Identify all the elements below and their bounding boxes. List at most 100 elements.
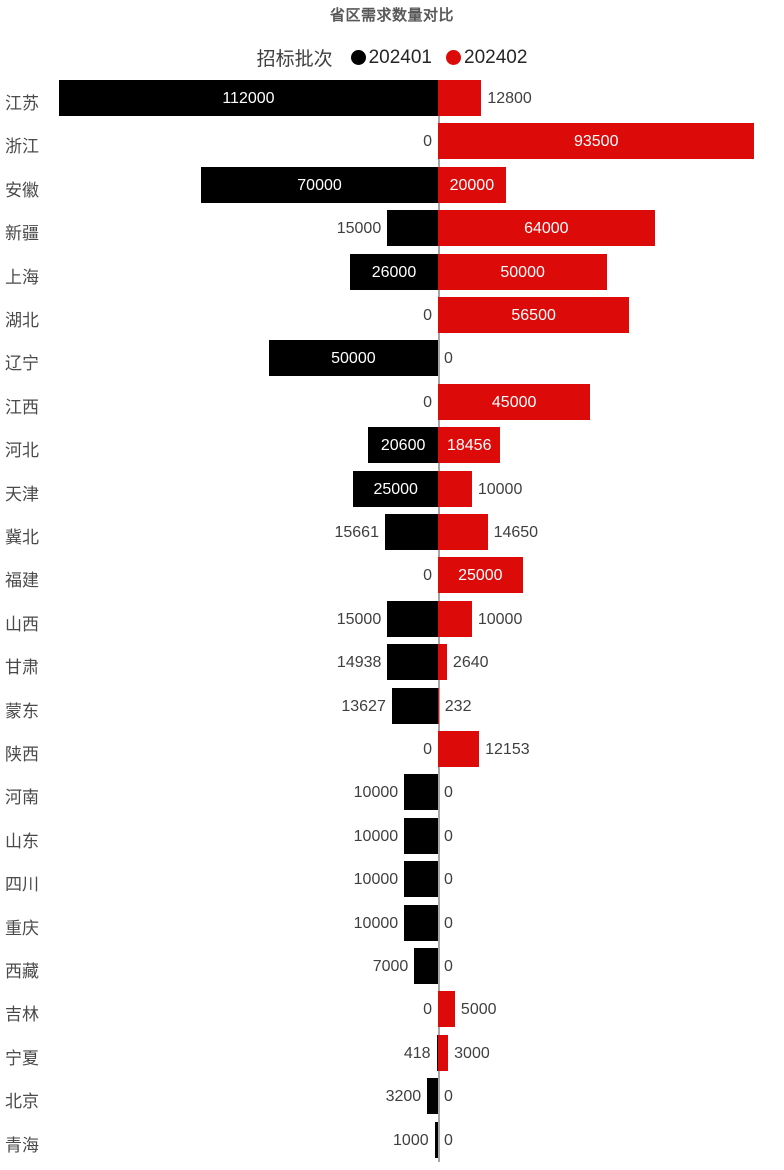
legend-item-202402[interactable]: 202402 <box>446 47 527 69</box>
bar-value-202401: 0 <box>423 133 432 151</box>
bar-value-202402: 25000 <box>458 567 503 585</box>
bar-202402[interactable] <box>438 731 480 767</box>
bar-202402[interactable] <box>438 427 501 464</box>
bar-value-202402: 18456 <box>446 437 492 455</box>
bar-202401[interactable] <box>436 1034 438 1071</box>
row-category-label: 蒙东 <box>5 701 39 721</box>
chart-row: 山东 10000 0 <box>0 817 784 861</box>
bar-202402[interactable] <box>438 470 472 507</box>
row-category-label: 北京 <box>5 1092 39 1112</box>
bar-202402[interactable] <box>438 383 591 420</box>
bar-value-202402: 232 <box>444 697 472 715</box>
bar-value-202402: 0 <box>444 914 453 932</box>
bar-value-202402: 93500 <box>573 133 619 151</box>
bar-202401[interactable] <box>404 904 438 941</box>
bar-value-202402: 45000 <box>491 393 537 411</box>
legend-item-label: 202401 <box>368 46 432 68</box>
bar-value-202402: 50000 <box>500 263 545 281</box>
bar-value-202401: 20600 <box>380 437 426 455</box>
chart-plot-area: 江苏 112000 12800 浙江 0 93500 安徽 70000 20000 新疆 15000… <box>0 80 784 1162</box>
row-category-label: 陕西 <box>5 745 39 764</box>
bar-202402[interactable] <box>438 123 755 160</box>
bar-value-202401: 26000 <box>371 263 417 281</box>
bar-202402[interactable] <box>438 1034 449 1071</box>
bar-value-202401: 10000 <box>353 827 399 845</box>
bar-202402[interactable] <box>438 644 447 681</box>
bar-202401[interactable] <box>268 340 438 377</box>
row-category-label: 重庆 <box>5 918 39 938</box>
bar-202401[interactable] <box>414 948 438 984</box>
bar-202401[interactable] <box>404 774 438 811</box>
chart-row: 西藏 7000 0 <box>0 948 784 991</box>
bar-202402[interactable] <box>438 991 455 1028</box>
bar-value-202401: 0 <box>423 567 432 585</box>
bar-value-202402: 20000 <box>449 176 495 194</box>
bar-value-202402: 56500 <box>511 307 556 324</box>
bar-value-202402: 0 <box>444 350 453 368</box>
bar-202401[interactable] <box>349 253 438 290</box>
row-category-label: 四川 <box>5 875 39 895</box>
row-category-label: 天津 <box>5 484 39 504</box>
legend-title: 招标批次 <box>256 49 333 70</box>
bar-value-202401: 7000 <box>372 958 409 975</box>
bar-202401[interactable] <box>368 427 438 464</box>
bar-value-202401: 112000 <box>222 90 275 107</box>
bar-202402[interactable] <box>438 687 439 724</box>
row-category-label: 河南 <box>5 788 39 808</box>
bar-202401[interactable] <box>387 644 438 681</box>
bar-value-202402: 5000 <box>460 1001 497 1019</box>
row-category-label: 湖北 <box>5 311 39 330</box>
bar-value-202402: 14650 <box>493 524 539 541</box>
row-category-label: 福建 <box>5 571 39 591</box>
bar-202401[interactable] <box>387 600 438 637</box>
row-category-label: 新疆 <box>5 224 39 244</box>
chart-legend: 招标批次 202401 202402 <box>0 44 784 71</box>
row-category-label: 吉林 <box>5 1005 39 1025</box>
bar-202402[interactable] <box>438 80 482 116</box>
row-category-label: 青海 <box>5 1135 39 1155</box>
row-category-label: 冀北 <box>5 528 39 547</box>
bar-202402[interactable] <box>438 210 655 247</box>
bar-202402[interactable] <box>438 166 506 203</box>
bar-202402[interactable] <box>438 514 488 550</box>
row-category-label: 上海 <box>5 267 39 287</box>
row-category-label: 浙江 <box>5 137 39 157</box>
bar-value-202402: 64000 <box>524 220 569 238</box>
chart-row: 辽宁 50000 0 <box>0 340 784 383</box>
bar-value-202401: 14938 <box>336 654 382 672</box>
bar-202401[interactable] <box>387 210 438 247</box>
chart-row: 蒙东 13627 232 <box>0 687 784 731</box>
bar-202402[interactable] <box>438 297 630 333</box>
bar-value-202401: 418 <box>403 1044 431 1062</box>
chart-row: 青海 1000 0 <box>0 1121 784 1165</box>
bar-value-202401: 1000 <box>393 1131 429 1149</box>
bar-value-202401: 10000 <box>353 914 399 932</box>
bar-202401[interactable] <box>353 470 438 507</box>
bar-202401[interactable] <box>404 861 438 898</box>
bar-value-202401: 10000 <box>353 871 399 889</box>
bar-202401[interactable] <box>391 687 438 724</box>
bar-202401[interactable] <box>434 1121 438 1158</box>
chart-row: 上海 26000 50000 <box>0 253 784 297</box>
bar-202401[interactable] <box>384 514 438 550</box>
legend-item-label: 202402 <box>464 46 528 68</box>
bar-value-202401: 3200 <box>385 1088 422 1106</box>
bar-value-202401: 15000 <box>336 220 382 238</box>
chart-row: 甘肃 14938 2640 <box>0 644 784 687</box>
row-category-label: 山西 <box>5 614 39 634</box>
bar-value-202402: 0 <box>444 784 453 802</box>
legend-item-202401[interactable]: 202401 <box>350 46 432 69</box>
bar-202402[interactable] <box>438 253 608 290</box>
bar-202402[interactable] <box>438 600 472 637</box>
bar-value-202402: 0 <box>444 958 453 975</box>
bar-202401[interactable] <box>404 817 438 854</box>
chart-row: 福建 0 25000 <box>0 557 784 600</box>
bar-value-202402: 0 <box>444 1131 453 1149</box>
chart-row: 江西 0 45000 <box>0 383 784 427</box>
chart-row: 浙江 0 93500 <box>0 123 784 166</box>
bar-202401[interactable] <box>58 80 438 116</box>
bar-202401[interactable] <box>201 166 438 203</box>
bar-value-202402: 0 <box>444 827 453 845</box>
bar-202401[interactable] <box>427 1078 438 1115</box>
bar-202402[interactable] <box>438 557 523 594</box>
